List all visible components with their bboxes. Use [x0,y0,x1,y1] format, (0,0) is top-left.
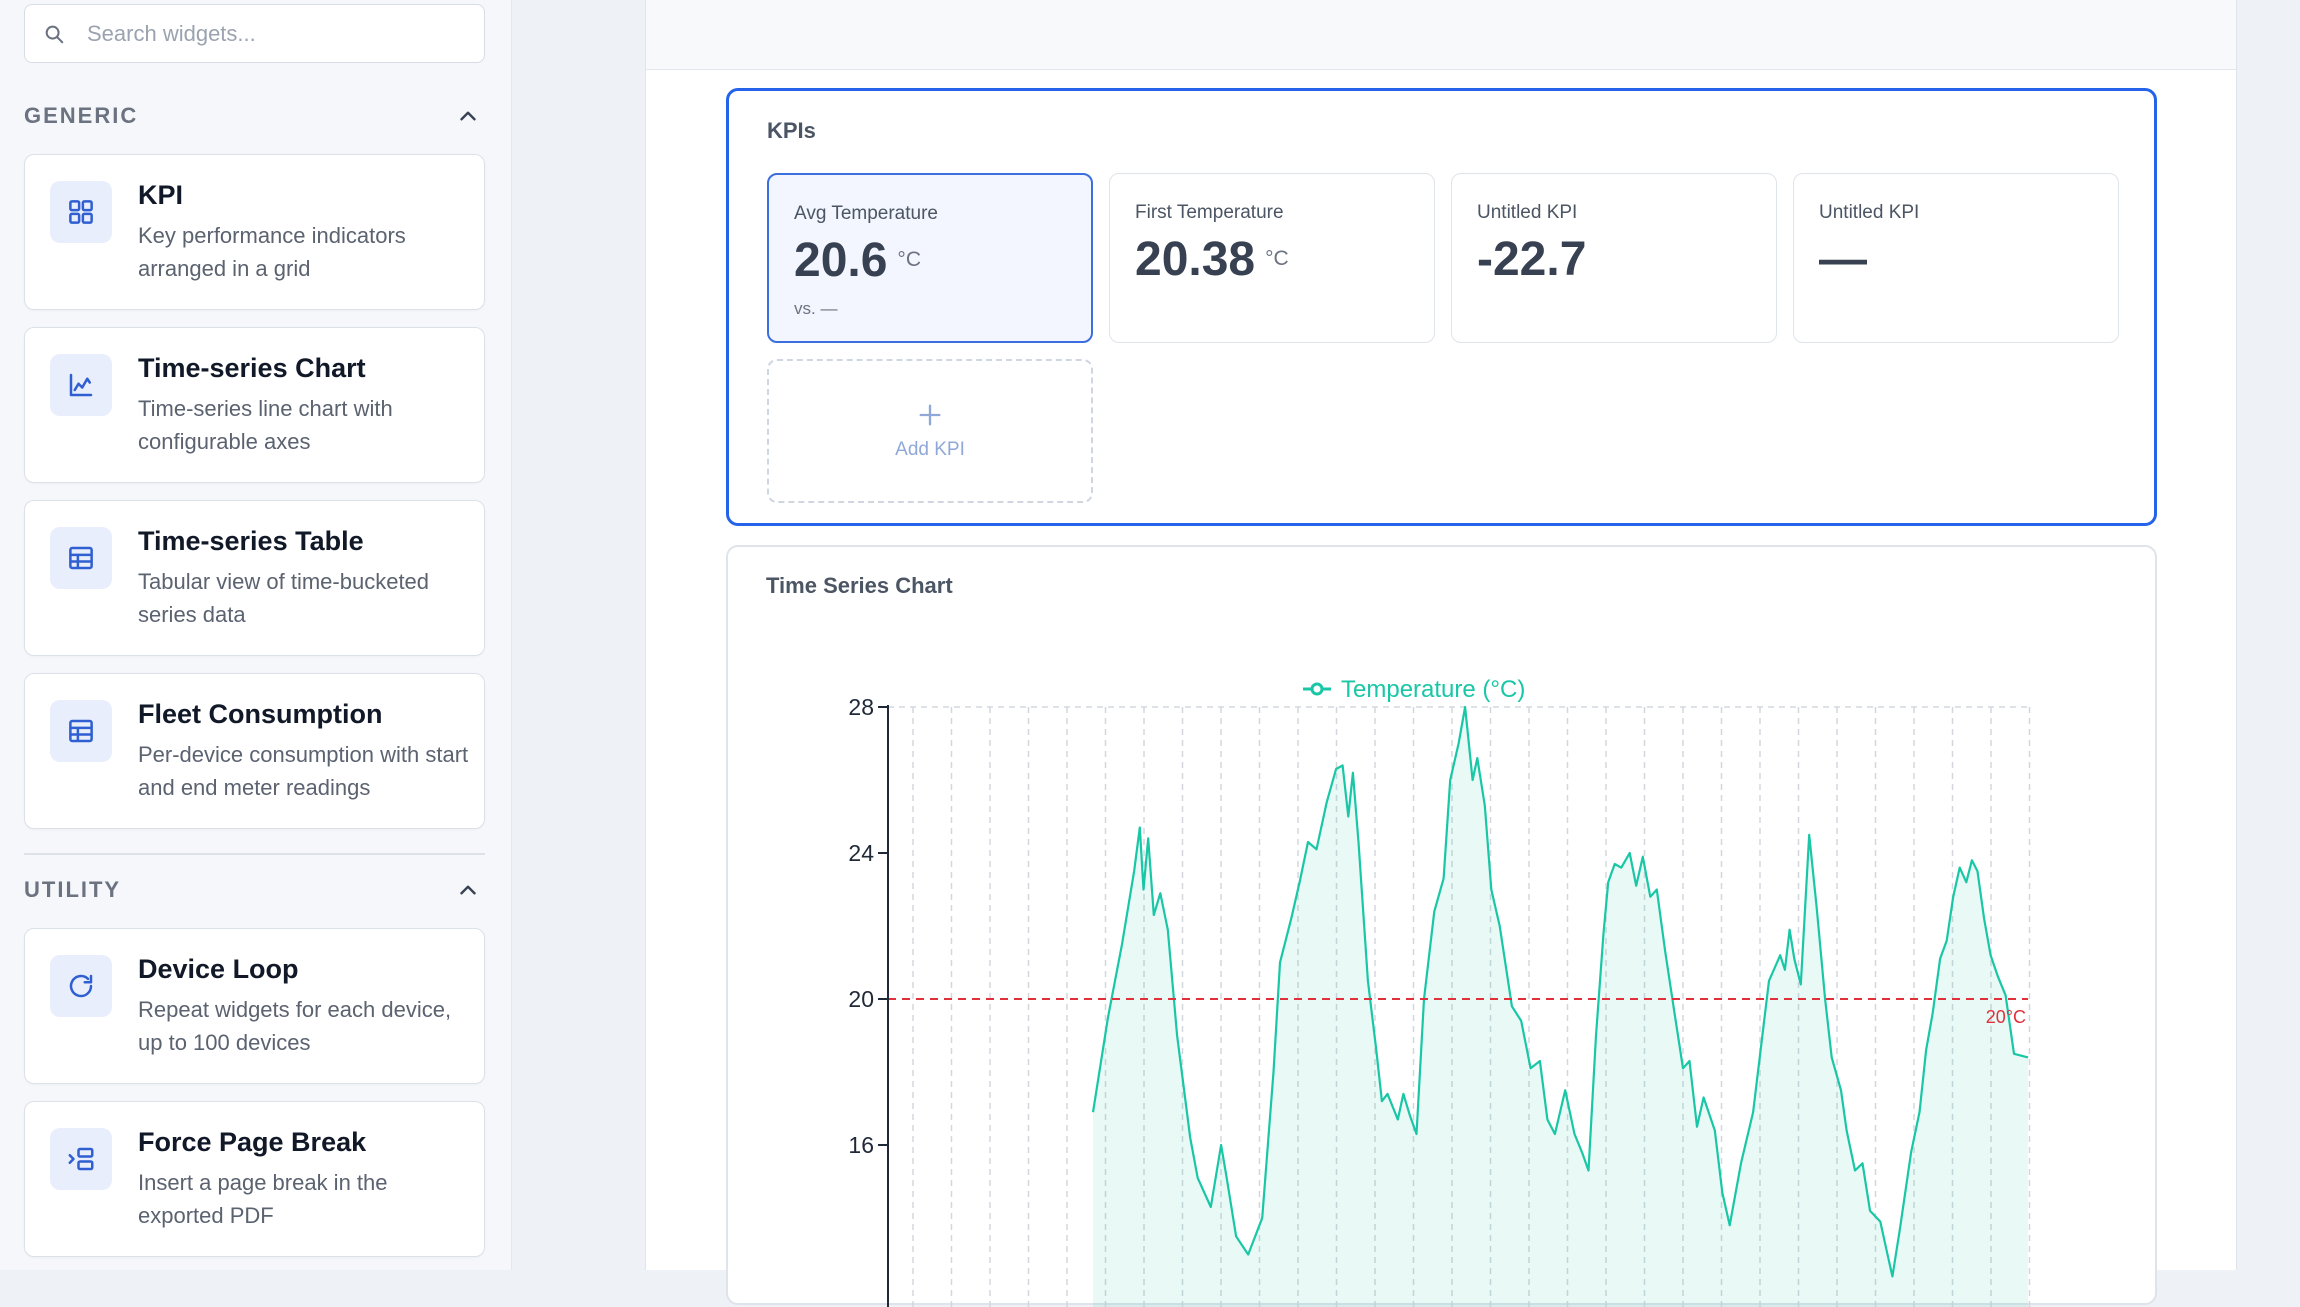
report-editor: KPIs Avg Temperature 20.6 °C vs. — First … [512,0,2300,1307]
widget-card-time-series-table[interactable]: Time-series Table Tabular view of time-b… [24,500,485,656]
kpi-label: First Temperature [1135,202,1284,223]
widget-title: Fleet Consumption [138,699,383,729]
kpi-tile[interactable]: Untitled KPI -22.7 [1451,173,1777,343]
widget-sidebar: GENERIC KPI Key performance indicators a… [0,0,512,1270]
canvas-header [646,0,2236,70]
add-kpi-label: Add KPI [895,439,965,460]
search-icon [45,25,64,43]
time-series-chart-widget[interactable]: Time Series Chart 20°C 28 24 20 16 Temperatur… [726,545,2157,1307]
kpi-tile[interactable]: Untitled KPI — [1793,173,2119,343]
search-input[interactable] [87,20,467,47]
grid-icon [69,200,93,224]
page-break-icon [68,1147,94,1171]
kpi-value-wrap: 20.6 °C [794,233,921,288]
widget-title: Device Loop [138,954,299,984]
kpi-label: Untitled KPI [1819,202,1920,223]
plus-icon [919,404,941,426]
series-area [1093,707,2028,1307]
time-series-chart: 20°C 28 24 20 16 Temperature (°C) [848,676,2031,1307]
kpi-value-wrap: 20.38 °C [1135,232,1289,287]
y-tick-label: 28 [848,694,874,720]
widget-description: Tabular view of time-bucketed series dat… [138,569,430,627]
widget-title: KPI [138,180,184,210]
widget-description: Key performance indicators arranged in a… [138,223,406,281]
panel-title: Time Series Chart [766,573,953,598]
widget-icon [50,181,112,243]
section-title: UTILITY [24,877,122,902]
y-tick-label: 16 [848,1132,874,1158]
kpi-value: — [1819,233,1867,286]
series-line [1091,705,2029,1278]
legend-marker [1310,682,1324,696]
kpi-label: Untitled KPI [1477,202,1578,223]
kpi-value: -22.7 [1477,233,1587,286]
legend-label: Temperature (°C) [1341,676,1525,703]
widget-icon [50,955,112,1017]
kpi-unit: °C [1265,247,1289,270]
widget-icon [50,1128,112,1190]
add-kpi-button[interactable]: Add KPI [767,359,1093,503]
panel-title: KPIs [767,118,816,143]
report-canvas: KPIs Avg Temperature 20.6 °C vs. — First … [645,0,2237,1307]
widget-description: Repeat widgets for each device, up to 10… [138,997,452,1055]
widget-title: Time-series Chart [138,353,366,383]
widget-description: Insert a page break in the exported PDF [138,1170,388,1228]
kpi-comparison: vs. — [794,299,838,318]
widget-card-device-loop[interactable]: Device Loop Repeat widgets for each devi… [24,928,485,1084]
widget-card-time-series-chart[interactable]: Time-series Chart Time-series line chart… [24,327,485,483]
widget-card-kpi[interactable]: KPI Key performance indicators arranged … [24,154,485,310]
widget-card-fleet-consumption[interactable]: Fleet Consumption Per-device consumption… [24,673,485,829]
refresh-icon [69,974,93,998]
widget-title: Force Page Break [138,1127,367,1157]
section-header-generic[interactable]: GENERIC [24,96,485,136]
kpi-tile[interactable]: First Temperature 20.38 °C [1109,173,1435,343]
widget-title: Time-series Table [138,526,364,556]
table-icon [69,719,93,743]
widget-icon [50,527,112,589]
widget-description: Per-device consumption with start and en… [138,742,469,800]
widget-icon [50,700,112,762]
section-header-utility[interactable]: UTILITY [24,870,485,910]
kpi-label: Avg Temperature [794,203,938,224]
kpi-value: 20.38 [1135,233,1256,286]
widget-description: Time-series line chart with configurable… [138,396,393,454]
widget-icon [50,354,112,416]
section-divider [24,853,485,855]
chevron-up-icon[interactable] [455,103,481,129]
y-tick-label: 20 [848,986,874,1012]
line-chart-icon [69,373,93,397]
kpi-unit: °C [897,248,921,271]
kpi-value: 20.6 [794,234,888,287]
table-icon [69,546,93,570]
y-tick-label: 24 [848,840,874,866]
kpi-widget[interactable]: KPIs Avg Temperature 20.6 °C vs. — First … [726,88,2157,526]
kpi-value-wrap: — [1819,232,1867,287]
threshold-label: 20°C [1986,1007,2026,1027]
section-title: GENERIC [24,103,139,128]
widget-card-force-page-break[interactable]: Force Page Break Insert a page break in … [24,1101,485,1257]
kpi-tile[interactable]: Avg Temperature 20.6 °C vs. — [767,173,1093,343]
search-box[interactable] [24,4,485,63]
kpi-value-wrap: -22.7 [1477,232,1586,287]
chevron-up-icon[interactable] [455,877,481,903]
